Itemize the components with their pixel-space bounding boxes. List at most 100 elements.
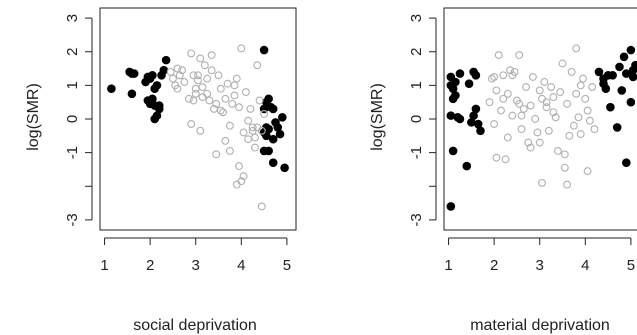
x-tick-label: 1 <box>100 257 108 274</box>
data-point <box>260 110 269 118</box>
data-point <box>560 163 569 172</box>
x-axis: 1 2 3 4 5 <box>444 237 635 274</box>
data-point <box>237 44 246 53</box>
data-point-highlighted <box>107 84 116 94</box>
y-tick-label: 1 <box>64 81 81 89</box>
data-point-highlighted <box>626 45 636 55</box>
data-point <box>203 89 212 98</box>
data-point <box>223 79 232 88</box>
data-point <box>207 66 216 75</box>
y-tick-label: -1 <box>64 146 81 159</box>
data-point <box>542 103 551 112</box>
plot-frame <box>443 7 637 231</box>
data-point <box>168 74 177 83</box>
data-point <box>542 98 551 107</box>
data-point <box>508 111 517 120</box>
data-point-highlighted <box>615 62 624 72</box>
data-point-highlighted <box>271 118 280 127</box>
data-point <box>187 49 196 58</box>
y-tick-label: -1 <box>408 146 425 159</box>
data-point-highlighted <box>617 86 627 95</box>
data-point <box>535 138 544 147</box>
x-axis-label: social deprivation <box>133 317 257 334</box>
data-point-highlighted <box>612 123 622 132</box>
data-point <box>547 83 556 91</box>
data-point <box>574 113 583 122</box>
data-point <box>244 135 253 144</box>
data-point <box>207 51 216 60</box>
data-point-highlighted <box>626 97 636 107</box>
data-point <box>508 71 517 80</box>
data-point-highlighted <box>451 77 460 87</box>
data-point-highlighted <box>154 101 164 110</box>
data-point <box>239 172 248 181</box>
data-point <box>519 104 528 113</box>
data-point-highlighted <box>594 67 604 77</box>
data-point <box>551 113 560 122</box>
y-axis-label: log(SMR) <box>369 83 386 151</box>
data-point <box>572 44 581 53</box>
data-point <box>189 71 198 80</box>
y-tick-label: 0 <box>408 115 425 123</box>
data-point-highlighted <box>464 79 474 88</box>
data-point <box>526 143 535 152</box>
data-point-highlighted <box>127 89 137 99</box>
x-tick-label: 4 <box>581 257 589 274</box>
data-point-highlighted <box>448 146 458 156</box>
data-point <box>196 126 205 135</box>
data-point <box>567 67 576 76</box>
data-point <box>535 86 544 95</box>
data-point <box>253 123 262 132</box>
data-point-highlighted <box>152 81 162 90</box>
data-point <box>235 103 243 112</box>
data-point <box>253 61 262 70</box>
data-point <box>225 121 234 130</box>
y-tick-label: 0 <box>64 115 81 123</box>
data-point <box>506 66 515 75</box>
data-point <box>166 67 175 76</box>
x-axis-label: material deprivation <box>470 317 610 334</box>
data-point <box>490 73 499 81</box>
data-point <box>175 71 184 80</box>
data-point <box>251 133 259 142</box>
data-point <box>228 99 237 108</box>
y-tick-label: 1 <box>408 81 425 89</box>
data-point-highlighted <box>161 55 171 65</box>
data-point <box>517 125 526 134</box>
data-point <box>565 131 574 140</box>
data-point <box>257 202 266 211</box>
data-point-highlighted <box>471 70 481 80</box>
data-point <box>194 71 202 80</box>
data-point <box>583 167 592 176</box>
data-point <box>579 74 587 83</box>
data-point <box>198 93 207 102</box>
data-point-highlighted <box>268 104 278 114</box>
data-point-highlighted <box>264 94 273 104</box>
data-point <box>198 83 207 91</box>
data-point <box>219 108 228 117</box>
data-point-highlighted <box>278 113 287 122</box>
data-point <box>540 78 549 86</box>
data-point <box>251 143 259 152</box>
data-point <box>538 94 546 103</box>
data-point <box>191 89 200 98</box>
panel-material-deprivation: 1 2 3 4 5 -3 -1 0 1 2 3 material deprivation log(… <box>369 7 637 334</box>
data-point-highlighted <box>446 202 456 211</box>
points-layer <box>446 44 637 211</box>
data-point <box>549 108 558 117</box>
data-point <box>569 121 578 130</box>
data-point-highlighted <box>148 94 157 104</box>
data-point <box>499 71 508 80</box>
data-point-highlighted <box>473 119 483 129</box>
data-point <box>572 89 581 98</box>
data-point <box>212 99 221 108</box>
data-point <box>515 51 524 60</box>
x-tick-label: 1 <box>444 257 452 274</box>
data-point-highlighted <box>148 70 157 80</box>
data-point <box>237 177 246 186</box>
data-point <box>173 84 182 93</box>
data-point <box>221 94 230 103</box>
data-point <box>212 150 221 159</box>
data-point <box>216 84 225 93</box>
